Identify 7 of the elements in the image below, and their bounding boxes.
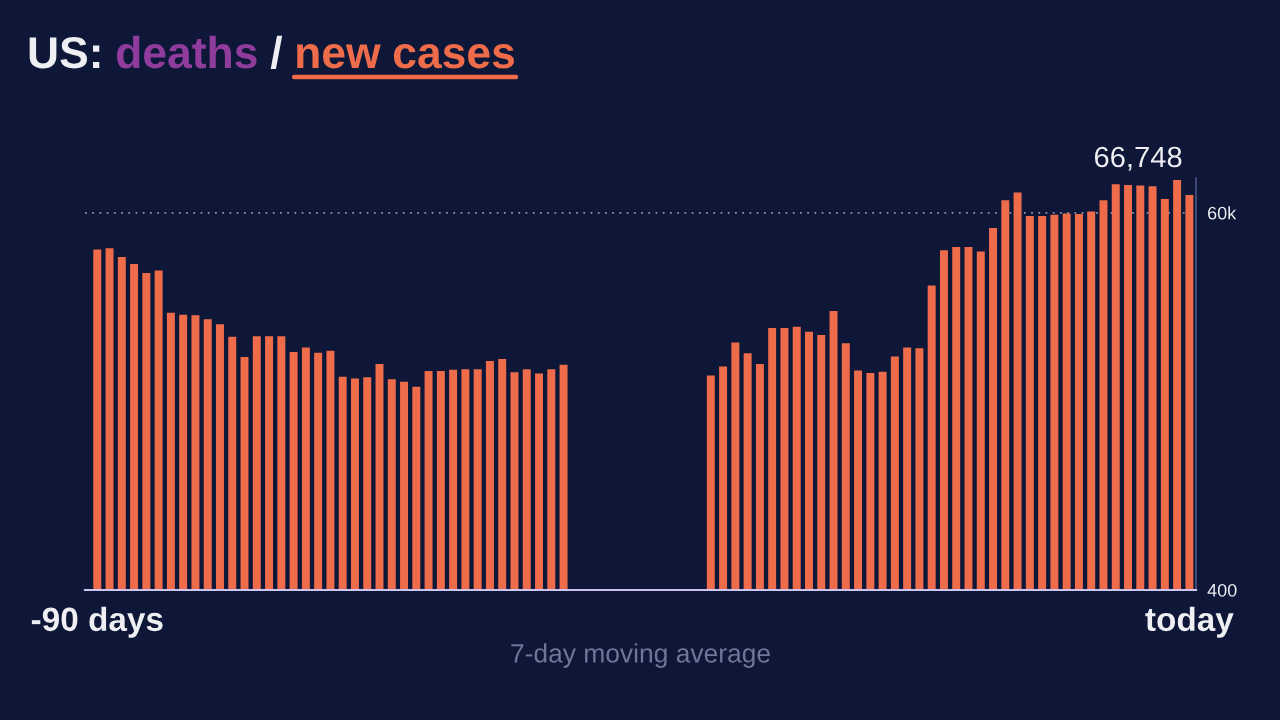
x-tick-label: -90 days <box>31 606 163 638</box>
y-tick-label: 400 <box>1207 583 1237 597</box>
x-tick-label: today <box>1145 606 1234 638</box>
y-tick-label: 60k <box>1208 206 1237 220</box>
x-axis-title: 7-day moving average <box>511 643 770 668</box>
text: 66,748 <box>1094 146 1182 171</box>
chart-title: US: deaths / new cases <box>29 35 514 69</box>
